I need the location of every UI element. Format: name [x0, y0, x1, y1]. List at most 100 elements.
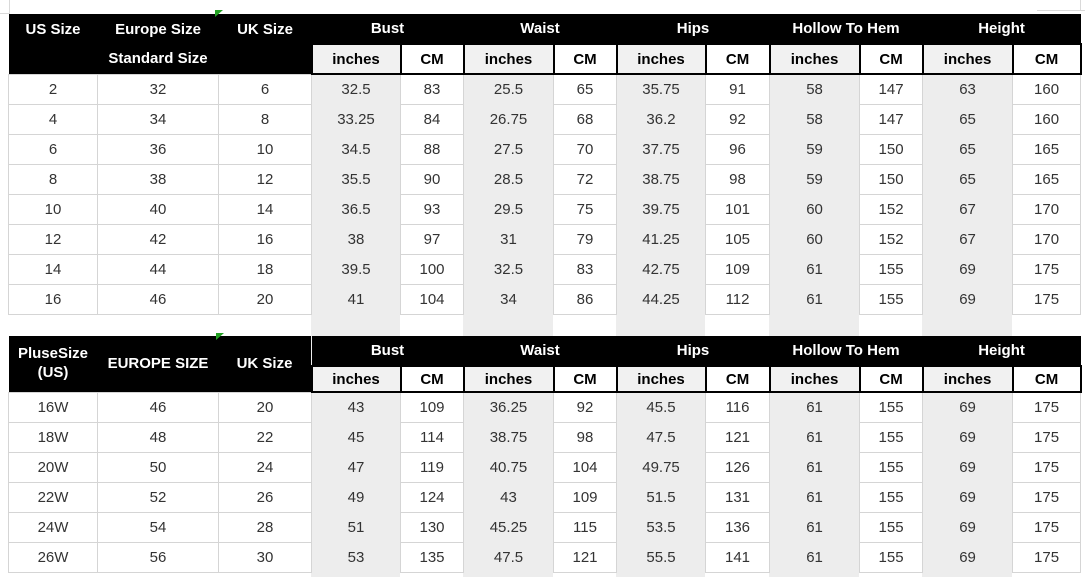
- green-corner-marker-icon: [215, 10, 223, 17]
- cell: 46: [97, 391, 219, 423]
- cell: 44: [97, 253, 219, 285]
- cell: 150: [859, 163, 924, 195]
- cell: 47: [347, 458, 365, 476]
- cell: 52: [97, 481, 219, 513]
- col-header-plus-size-us: PluseSize (US): [8, 336, 98, 392]
- cell: 130: [400, 511, 464, 543]
- cell: 24: [218, 451, 312, 483]
- inches-column-band: [463, 44, 553, 577]
- cell: 175: [1012, 511, 1082, 543]
- cell: 28: [218, 511, 312, 543]
- cell: 53.5: [646, 518, 676, 536]
- cell: 69: [959, 548, 976, 566]
- cell: 26W: [8, 541, 98, 573]
- cell: 22: [218, 421, 312, 453]
- cell: 4: [8, 103, 98, 135]
- cell: 10: [8, 193, 98, 225]
- header-spacer: [8, 44, 98, 74]
- cell: 65: [959, 140, 976, 158]
- col-header-europe-size: EUROPE SIZE: [97, 336, 219, 392]
- cell: 126: [705, 451, 771, 483]
- cell: 34: [97, 103, 219, 135]
- cell: 45.25: [489, 518, 528, 536]
- cell: 30: [218, 541, 312, 573]
- cell: 88: [400, 133, 464, 165]
- cell: 46: [97, 283, 219, 315]
- cell: 65: [959, 170, 976, 188]
- cell: 45: [347, 428, 365, 446]
- cell: 136: [705, 511, 771, 543]
- col-header-height: Height: [922, 14, 1081, 44]
- cell: 104: [400, 283, 464, 315]
- cell: 35.75: [642, 81, 680, 98]
- table-row: 22W 52 26 49 124 43 109 51.5 131 61 155 69 175: [8, 481, 1082, 513]
- col-header-uk-size: UK Size: [218, 336, 312, 392]
- cell: 45.5: [646, 399, 676, 416]
- cell: 91: [705, 73, 771, 105]
- cell: 47.5: [493, 548, 524, 566]
- unit-header-inches: inches: [310, 365, 402, 393]
- table-row: 12 42 16 38 97 31 79 41.25 105 60 152 67 170: [8, 223, 1082, 255]
- cell: 50: [97, 451, 219, 483]
- unit-header-cm: CM: [858, 365, 924, 393]
- col-header-hips: Hips: [616, 14, 770, 44]
- cell: 32.5: [341, 81, 371, 98]
- cell: 119: [400, 451, 464, 483]
- col-header-waist: Waist: [463, 14, 617, 44]
- unit-header-inches: inches: [615, 43, 707, 75]
- cell: 175: [1012, 253, 1082, 285]
- cell: 40.75: [489, 458, 528, 476]
- cell: 12: [218, 163, 312, 195]
- col-header-hips: Hips: [616, 336, 770, 366]
- cell: 34: [500, 290, 517, 308]
- cell: 58: [806, 110, 823, 128]
- inches-column-band: [922, 44, 1012, 577]
- cell: 47.5: [646, 428, 676, 446]
- cell: 32: [97, 73, 219, 105]
- col-header-europe-size: Europe Size: [97, 14, 219, 44]
- table-row: 20W 50 24 47 119 40.75 104 49.75 126 61 155 69 175: [8, 451, 1082, 483]
- green-corner-marker-icon: [216, 333, 224, 340]
- cell: 35.5: [341, 170, 371, 188]
- unit-header-cm: CM: [704, 43, 771, 75]
- cell: 65: [959, 110, 976, 128]
- cell: 104: [552, 451, 618, 483]
- cell: 116: [705, 391, 771, 423]
- unit-header-inches: inches: [768, 43, 861, 75]
- cell: 147: [859, 103, 924, 135]
- cell: 49: [347, 488, 365, 506]
- cell: 147: [859, 73, 924, 105]
- cell: 155: [859, 283, 924, 315]
- cell: 6: [8, 133, 98, 165]
- plus-size-label-line2: (US): [37, 363, 69, 381]
- cell: 155: [859, 421, 924, 453]
- cell: 2: [8, 73, 98, 105]
- cell: 155: [859, 391, 924, 423]
- unit-header-inches: inches: [462, 365, 555, 393]
- cell: 31: [500, 230, 517, 248]
- inches-column-band: [616, 44, 705, 577]
- gridline-artifact: [1037, 10, 1085, 11]
- table-row: 8 38 12 35.5 90 28.5 72 38.75 98 59 150 65 165: [8, 163, 1082, 195]
- cell: 68: [552, 103, 618, 135]
- cell: 26: [218, 481, 312, 513]
- cell: 51.5: [646, 488, 676, 506]
- gridline-artifact: [1080, 0, 1081, 10]
- cell: 24W: [8, 511, 98, 543]
- header-row: US Size Europe Size UK Size Bust Waist H…: [8, 14, 1081, 44]
- cell: 61: [806, 399, 823, 416]
- cell: 69: [959, 290, 976, 308]
- unit-header-cm: CM: [399, 365, 465, 393]
- cell: 8: [8, 163, 98, 195]
- cell: 61: [806, 518, 823, 536]
- cell: 175: [1012, 421, 1082, 453]
- header-row: PluseSize (US) EUROPE SIZE UK Size Bust …: [8, 336, 1081, 392]
- cell: 38: [347, 230, 365, 248]
- unit-header-inches: inches: [310, 43, 402, 75]
- cell: 6: [218, 73, 312, 105]
- cell: 60: [806, 230, 823, 248]
- cell: 33.25: [337, 110, 375, 128]
- cell: 8: [218, 103, 312, 135]
- cell: 14: [218, 193, 312, 225]
- cell: 51: [347, 518, 365, 536]
